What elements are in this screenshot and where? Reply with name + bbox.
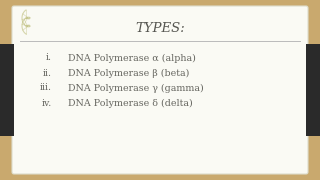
Text: TYPES:: TYPES: <box>135 21 185 35</box>
Text: DNA Polymerase α (alpha): DNA Polymerase α (alpha) <box>68 53 196 63</box>
FancyBboxPatch shape <box>12 6 308 174</box>
Text: ii.: ii. <box>43 69 52 78</box>
Text: DNA Polymerase δ (delta): DNA Polymerase δ (delta) <box>68 98 193 108</box>
Text: i.: i. <box>46 53 52 62</box>
Text: DNA Polymerase β (beta): DNA Polymerase β (beta) <box>68 68 189 78</box>
Text: DNA Polymerase γ (gamma): DNA Polymerase γ (gamma) <box>68 84 204 93</box>
Bar <box>306 44 320 136</box>
Bar <box>0 44 14 136</box>
Text: iv.: iv. <box>42 98 52 107</box>
Text: iii.: iii. <box>40 84 52 93</box>
